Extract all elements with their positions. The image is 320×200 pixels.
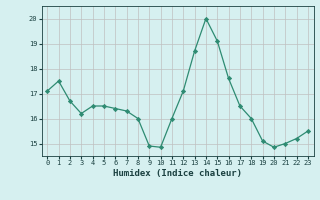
X-axis label: Humidex (Indice chaleur): Humidex (Indice chaleur) xyxy=(113,169,242,178)
